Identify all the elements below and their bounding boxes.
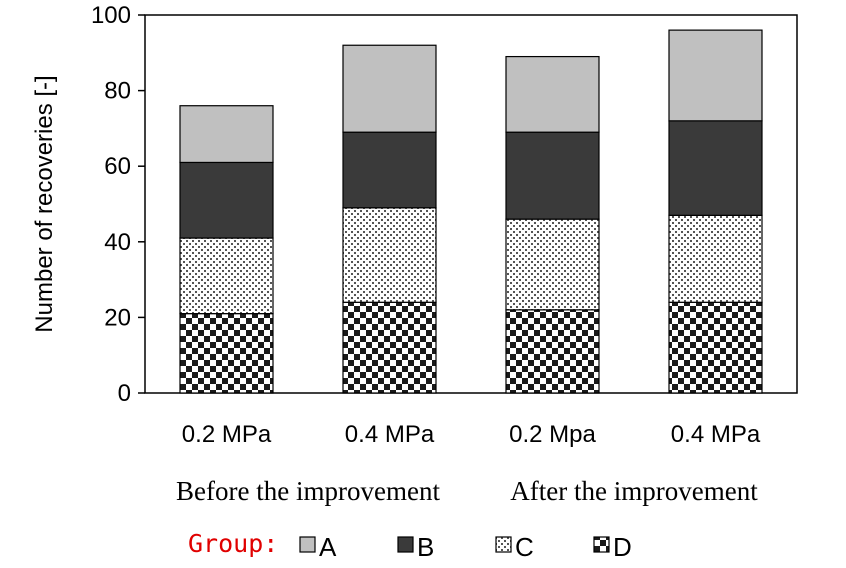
- category-label: 0.4 MPa: [345, 421, 435, 448]
- legend-swatch-a: [299, 536, 316, 553]
- category-label: 0.4 MPa: [671, 421, 761, 448]
- legend-label-d: D: [613, 532, 632, 562]
- legend: Group: A B C D: [188, 529, 632, 562]
- y-tick-label: 80: [104, 78, 131, 105]
- y-axis: 0 20 40 60 80 100: [91, 2, 145, 407]
- bar-segment-d: [505, 309, 600, 394]
- group-caption: Before the improvement: [176, 476, 440, 506]
- bar-segment-d: [342, 301, 437, 394]
- bar-segment-d: [668, 301, 763, 394]
- y-tick-label: 0: [118, 380, 131, 407]
- y-tick-label: 100: [91, 2, 131, 29]
- bar-segment-d: [179, 313, 274, 394]
- y-axis-label: Number of recoveries [-]: [31, 75, 58, 332]
- y-tick-label: 40: [104, 229, 131, 256]
- bars: [179, 29, 763, 394]
- y-tick-label: 20: [104, 304, 131, 331]
- bar-segment-c: [179, 237, 274, 315]
- bar-segment-c: [342, 207, 437, 303]
- bar-segment-a: [179, 105, 274, 164]
- group-captions: Before the improvement After the improvem…: [176, 476, 758, 506]
- bar-segment-b: [668, 120, 763, 216]
- bar-segment-a: [342, 44, 437, 133]
- x-axis-tick-labels: 0.2 MPa 0.4 MPa 0.2 Mpa 0.4 MPa: [182, 421, 761, 448]
- bar-segment-c: [505, 218, 600, 311]
- bar-segment-a: [505, 55, 600, 133]
- bar-segment-b: [505, 131, 600, 220]
- legend-label-b: B: [417, 532, 434, 562]
- bar-segment-b: [342, 131, 437, 209]
- plot-area-frame: [144, 14, 798, 394]
- category-label: 0.2 MPa: [182, 421, 272, 448]
- legend-label-c: C: [515, 532, 534, 562]
- group-caption: After the improvement: [510, 476, 758, 506]
- category-label: 0.2 Mpa: [509, 421, 596, 448]
- bar-segment-a: [668, 29, 763, 122]
- bar-segment-b: [179, 161, 274, 239]
- legend-title: Group:: [188, 529, 278, 558]
- y-tick-label: 60: [104, 153, 131, 180]
- legend-label-a: A: [319, 532, 337, 562]
- bar-segment-c: [668, 214, 763, 303]
- legend-swatch-d: [593, 536, 610, 553]
- legend-swatch-c: [495, 536, 512, 553]
- legend-swatch-b: [397, 536, 414, 553]
